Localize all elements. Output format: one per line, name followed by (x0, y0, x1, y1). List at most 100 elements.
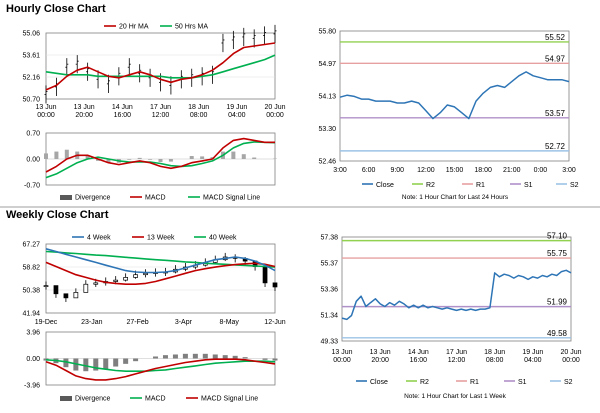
weekly-legend-divergence-label: Divergence (75, 396, 111, 403)
weekly-price-ytick: 41.94 (22, 311, 40, 318)
hourly-price-xtick: 13 Jun 00:00 (35, 104, 56, 119)
weekly-candle-body (143, 272, 148, 276)
weekly-macd-line (45, 358, 276, 381)
hourly-divergence-bar (158, 159, 163, 162)
hourly-macd-ytick: -0.70 (24, 183, 40, 190)
hourly-price-ytick: 53.61 (22, 53, 40, 60)
hourly-macd-line (45, 137, 275, 173)
hourly-divergence-bar (200, 156, 205, 159)
weekly-close-legend-s2-label: S2 (564, 379, 573, 386)
hourly-close-ytick: 52.46 (318, 159, 336, 166)
hourly-pivot-r1-label: 54.97 (545, 54, 566, 63)
weekly-legend-4wk-label: 4 Week (87, 235, 111, 242)
weekly-legend-macd-label: MACD (145, 396, 166, 403)
weekly-price-xtick: 12-Jun (264, 319, 286, 326)
weekly-macd-ytick: -3.96 (24, 383, 40, 390)
weekly-candle-body (73, 292, 79, 299)
hourly-divergence-bar (148, 159, 153, 160)
hourly-close-legend-close-label: Close (376, 182, 394, 189)
weekly-close-ytick: 57.38 (320, 235, 338, 242)
hourly-close-xtick: 6:00 (362, 167, 376, 174)
hourly-close-xtick: 3:00 (333, 167, 347, 174)
hourly-macd-ytick: 0.00 (26, 157, 40, 164)
weekly-close-xtick: 17 Jun 12:00 (446, 349, 467, 364)
weekly-legend-signal-label: MACD Signal Line (201, 396, 258, 403)
weekly-candle-body (113, 279, 119, 282)
weekly-pivot-s2-label: 49.58 (547, 329, 568, 338)
hourly-close-line (339, 71, 570, 120)
hourly-close-xtick: 9:00 (390, 167, 404, 174)
section-divider (0, 206, 600, 208)
weekly-divergence-bar (43, 358, 49, 361)
weekly-divergence-bar (222, 355, 228, 359)
weekly-close-ytick: 53.36 (320, 287, 338, 294)
hourly-pivot-s1-label: 53.57 (545, 109, 566, 118)
hourly-price-ytick: 50.70 (22, 97, 40, 104)
weekly-price-ytick: 67.27 (22, 242, 40, 249)
weekly-divergence-bar (192, 353, 198, 359)
weekly-4wk-line (45, 248, 276, 274)
weekly-divergence-bar (93, 358, 99, 371)
hourly-price-xtick: 17 Jun 12:00 (150, 104, 171, 119)
hourly-close-ytick: 54.97 (318, 61, 336, 68)
hourly-close-legend-r2-label: R2 (426, 182, 435, 189)
weekly-candle-body (93, 282, 99, 285)
weekly-close-line (341, 269, 572, 321)
hourly-price-ytick: 55.06 (22, 31, 40, 38)
hourly-price-xtick: 13 Jun 20:00 (74, 104, 95, 119)
weekly-macd-ytick: 3.96 (26, 330, 40, 337)
hourly-divergence-bar (54, 151, 59, 159)
weekly-macd-ytick: 0.00 (26, 356, 40, 363)
weekly-13wk-line (45, 261, 276, 286)
hourly-divergence-bar (96, 159, 101, 161)
hourly-divergence-bar (44, 153, 48, 159)
weekly-legend-13wk-label: 13 Week (147, 235, 175, 242)
hourly-divergence-bar (85, 155, 90, 159)
weekly-divergence-bar (182, 353, 188, 359)
hourly-divergence-bar (64, 149, 69, 159)
hourly-close-ytick: 54.13 (318, 94, 336, 101)
weekly-close-legend-close-label: Close (370, 379, 388, 386)
weekly-divergence-bar (162, 355, 168, 359)
hourly-legend-20hr-label: 20 Hr MA (119, 24, 149, 31)
weekly-candle-body (123, 277, 129, 281)
weekly-divergence-bar (103, 358, 109, 370)
hourly-legend-divergence-swatch (60, 195, 72, 200)
hourly-close-xtick: 3:00 (562, 167, 576, 174)
hourly-close-xtick: 0:00 (534, 167, 548, 174)
hourly-close-legend-s2-label: S2 (570, 182, 579, 189)
weekly-close-ytick: 51.34 (320, 313, 338, 320)
weekly-candle-body (83, 283, 89, 293)
hourly-price-ytick: 52.16 (22, 75, 40, 82)
weekly-divergence-bar (272, 358, 278, 361)
weekly-price-xtick: 3-Apr (175, 319, 193, 326)
hourly-divergence-bar (189, 156, 194, 159)
hourly-signal-line (45, 141, 276, 179)
weekly-close-xtick: 14 Jun 16:00 (408, 349, 429, 364)
weekly-divergence-bar (113, 358, 119, 367)
weekly-divergence-bar (133, 358, 139, 362)
weekly-candle-body (262, 266, 268, 284)
hourly-50hr-ma-line (45, 54, 276, 79)
weekly-price-frame (45, 243, 276, 314)
weekly-candle-body (63, 293, 69, 299)
hourly-pivot-r2-label: 55.52 (545, 33, 566, 42)
hourly-close-xtick: 21:00 (503, 167, 521, 174)
weekly-close-legend-r1-label: R1 (470, 379, 479, 386)
weekly-candle-body (133, 274, 138, 278)
weekly-divergence-bar (262, 358, 268, 360)
hourly-price-xtick: 19 Jun 04:00 (226, 104, 247, 119)
hourly-20hr-ma-line (45, 42, 276, 91)
hourly-close-legend-r1-label: R1 (476, 182, 485, 189)
hourly-price-xtick: 20 Jun 00:00 (264, 104, 285, 119)
weekly-signal-line (45, 359, 276, 373)
hourly-close-frame (339, 30, 570, 162)
hourly-close-xtick: 15:00 (446, 167, 464, 174)
weekly-pivot-r1-label: 55.75 (547, 249, 568, 258)
weekly-pivot-r2-label: 57.10 (547, 232, 568, 241)
hourly-close-xtick: 12:00 (417, 167, 435, 174)
hourly-divergence-bar (231, 151, 236, 159)
hourly-macd-ytick: 0.70 (26, 131, 40, 138)
hourly-section-title: Hourly Close Chart (6, 3, 106, 15)
